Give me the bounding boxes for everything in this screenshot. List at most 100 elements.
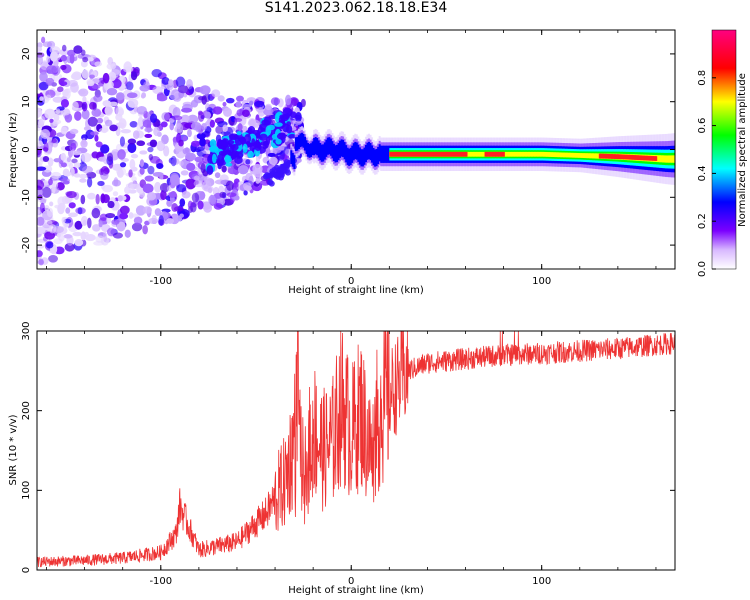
- spectrogram-ridge-cell: [662, 155, 665, 163]
- spectrogram-ridge-cell: [348, 148, 351, 166]
- spectrogram-ridge-cell: [617, 154, 620, 160]
- spectrogram-ridge-cell: [566, 152, 569, 158]
- spectrogram-cell: [94, 61, 103, 67]
- spectrogram-ridge-cell: [615, 154, 618, 159]
- spectrogram-ridge-cell: [549, 152, 552, 157]
- spectrogram-cell: [136, 121, 141, 133]
- spectrogram-cell: [70, 73, 81, 80]
- spectrogram-cell: [42, 155, 50, 162]
- spectrogram-blobs: [37, 36, 675, 266]
- spectrogram-cell: [123, 66, 134, 73]
- spectrogram-cell: [187, 129, 192, 138]
- spectrogram-cell: [130, 153, 139, 159]
- spectrogram-cell: [142, 183, 154, 194]
- spectrogram-cell: [60, 126, 68, 135]
- spectrogram-cell: [132, 130, 140, 140]
- spectrogram-cell: [46, 207, 54, 218]
- spectrogram-cell: [51, 183, 56, 194]
- spectrogram-cell: [169, 123, 175, 131]
- spectrogram-cell: [40, 198, 47, 205]
- spectrogram-cell: [91, 151, 99, 159]
- spectrogram-cell: [49, 46, 61, 54]
- spectrogram-cell: [129, 213, 140, 218]
- spectrogram-cell: [124, 229, 131, 238]
- spectrogram-cell: [60, 162, 67, 168]
- spectrogram-cell: [70, 142, 77, 152]
- x-tick-label: 100: [532, 576, 551, 587]
- x-tick-label: 0: [348, 576, 354, 587]
- spectrogram-ridge-cell: [621, 154, 624, 160]
- spectrogram-cell: [163, 145, 170, 157]
- spectrogram-cell: [66, 157, 71, 163]
- spectrogram-ridge-cell: [624, 154, 627, 160]
- spectrogram-ridge-cell: [404, 151, 407, 157]
- spectrogram-ridge-cell: [441, 151, 444, 157]
- spectrogram-cell: [244, 133, 252, 144]
- spectrogram-ridge-cell: [372, 148, 375, 166]
- spectrogram-ridge-cell: [419, 151, 422, 157]
- spectrogram-ridge-cell: [591, 153, 594, 159]
- spectrogram-cell: [126, 92, 138, 99]
- spectrogram-ridge-cell: [436, 151, 439, 157]
- spectrogram-ridge-cell: [657, 155, 660, 163]
- spectrogram-cell: [160, 182, 170, 193]
- spectrogram-ridge-cell: [363, 147, 366, 165]
- spectrogram-cell: [274, 122, 283, 127]
- spectrogram-cell: [81, 152, 92, 163]
- spectrogram-ridge-cell: [473, 151, 476, 157]
- spectrogram-cell: [48, 223, 57, 234]
- spectrogram-ridge-cell: [585, 153, 588, 159]
- spectrogram-cell: [161, 112, 170, 121]
- spectrogram-cell: [288, 133, 297, 139]
- spectrogram-ridge-cell: [297, 135, 300, 149]
- spectrogram-cell: [265, 103, 272, 111]
- spectrogram-cell: [82, 165, 94, 174]
- spectrogram-cell: [73, 45, 83, 54]
- spectrogram-cell: [166, 218, 175, 224]
- spectrogram-cell: [201, 95, 207, 105]
- spectrogram-cell: [152, 86, 163, 94]
- spectrogram-cell: [204, 111, 211, 119]
- spectrogram-cell: [64, 88, 73, 94]
- spectrogram-cell: [125, 81, 134, 91]
- spectrogram-ridge-cell: [611, 154, 614, 159]
- spectrogram-cell: [273, 172, 280, 179]
- spectrogram-cell: [147, 165, 155, 175]
- spectrogram-ridge-cell: [498, 151, 501, 157]
- spectrogram-ridge-cell: [428, 151, 431, 157]
- spectrogram-cell: [65, 207, 71, 214]
- spectrogram-cell: [45, 94, 52, 101]
- spectrogram-cell: [160, 121, 168, 128]
- spectrogram-ridge-cell: [367, 141, 370, 160]
- spectrogram-cell: [47, 157, 54, 167]
- spectrogram-ridge-cell: [538, 151, 541, 157]
- spectrogram-cell: [156, 140, 165, 152]
- spectrogram-ridge-cell: [416, 151, 419, 157]
- spectrogram-ridge-cell: [587, 153, 590, 159]
- spectrogram-cell: [222, 124, 228, 133]
- spectrogram-cell: [69, 128, 79, 135]
- spectrogram-ridge-cell: [523, 151, 526, 157]
- x-tick-label: -100: [149, 576, 172, 587]
- spectrogram-ridge-cell: [435, 151, 438, 157]
- spectrogram-cell: [127, 98, 139, 109]
- spectrogram-ridge-cell: [582, 153, 585, 159]
- spectrogram-cell: [115, 106, 124, 117]
- spectrogram-ridge-cell: [518, 151, 521, 157]
- spectrogram-ridge-cell: [468, 151, 471, 157]
- spectrogram-ridge-cell: [643, 155, 646, 161]
- spectrogram-ridge-cell: [604, 153, 607, 159]
- spectrogram-ridge-cell: [476, 151, 479, 157]
- spectrogram-cell: [238, 137, 245, 142]
- spectrogram-ridge-cell: [614, 154, 617, 159]
- spectrogram-ridge-cell: [304, 136, 307, 151]
- spectrogram-cell: [213, 202, 223, 210]
- spectrogram-cell: [259, 133, 268, 141]
- spectrogram-ridge-cell: [378, 144, 381, 162]
- spectrogram-cell: [255, 178, 261, 184]
- spectrogram-cell: [173, 206, 184, 212]
- spectrogram-ridge-cell: [294, 137, 297, 152]
- spectrogram-cell: [112, 232, 124, 239]
- spectrogram-ridge-cell: [412, 151, 415, 157]
- spectrogram-cell: [42, 147, 49, 152]
